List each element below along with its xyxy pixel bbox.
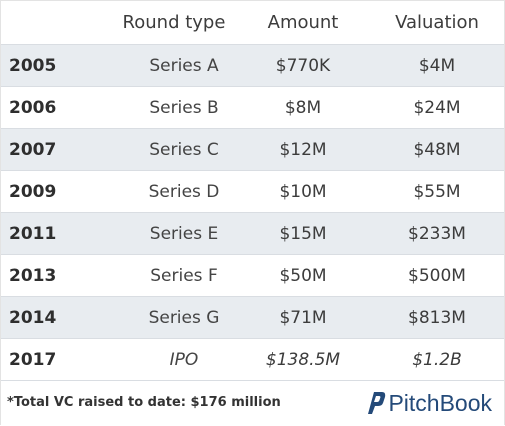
row-amount: $10M bbox=[279, 182, 327, 202]
table-row: 2013 Series F $50M $500M bbox=[1, 255, 504, 297]
row-valuation: $500M bbox=[408, 266, 466, 286]
row-valuation: $55M bbox=[413, 182, 461, 202]
row-round-type: Series E bbox=[149, 224, 219, 244]
row-round-type: Series D bbox=[148, 182, 220, 202]
row-valuation: $24M bbox=[413, 98, 461, 118]
row-year: 2009 bbox=[9, 182, 57, 202]
total-vc-note: *Total VC raised to date: $176 million bbox=[7, 395, 281, 410]
table-header: Round type Amount Valuation bbox=[1, 1, 504, 45]
row-valuation: $1.2B bbox=[412, 350, 462, 370]
row-amount: $50M bbox=[279, 266, 327, 286]
row-amount: $71M bbox=[279, 308, 327, 328]
row-valuation: $233M bbox=[408, 224, 466, 244]
row-amount: $770K bbox=[275, 56, 331, 76]
row-round-type: Series G bbox=[148, 308, 220, 328]
row-year: 2011 bbox=[9, 224, 57, 244]
row-valuation: $4M bbox=[418, 56, 456, 76]
table-row: 2009 Series D $10M $55M bbox=[1, 171, 504, 213]
header-amount: Amount bbox=[267, 12, 339, 33]
row-year: 2017 bbox=[9, 350, 57, 370]
table-footer: *Total VC raised to date: $176 million P… bbox=[1, 381, 504, 426]
row-amount: $15M bbox=[279, 224, 327, 244]
row-valuation: $813M bbox=[408, 308, 466, 328]
row-year: 2005 bbox=[9, 56, 57, 76]
pitchbook-logo-text: PitchBook bbox=[388, 389, 492, 416]
row-round-type: IPO bbox=[169, 350, 199, 370]
table-row: 2006 Series B $8M $24M bbox=[1, 87, 504, 129]
table-row: 2017 IPO $138.5M $1.2B bbox=[1, 339, 504, 381]
row-round-type: Series F bbox=[150, 266, 218, 286]
header-year bbox=[9, 1, 69, 44]
row-year: 2006 bbox=[9, 98, 57, 118]
header-round-type: Round type bbox=[122, 12, 226, 33]
row-year: 2014 bbox=[9, 308, 57, 328]
row-amount: $8M bbox=[284, 98, 322, 118]
row-amount: $12M bbox=[279, 140, 327, 160]
table-row: 2014 Series G $71M $813M bbox=[1, 297, 504, 339]
row-valuation: $48M bbox=[413, 140, 461, 160]
pitchbook-logo: PitchBook bbox=[366, 387, 492, 419]
table-row: 2007 Series C $12M $48M bbox=[1, 129, 504, 171]
header-valuation: Valuation bbox=[395, 12, 479, 33]
table-row: 2011 Series E $15M $233M bbox=[1, 213, 504, 255]
row-year: 2007 bbox=[9, 140, 57, 160]
row-amount: $138.5M bbox=[265, 350, 341, 370]
row-year: 2013 bbox=[9, 266, 57, 286]
row-round-type: Series C bbox=[149, 140, 219, 160]
pitchbook-mark-icon bbox=[368, 392, 386, 414]
table-row: 2005 Series A $770K $4M bbox=[1, 45, 504, 87]
row-round-type: Series B bbox=[149, 98, 219, 118]
row-round-type: Series A bbox=[149, 56, 219, 76]
